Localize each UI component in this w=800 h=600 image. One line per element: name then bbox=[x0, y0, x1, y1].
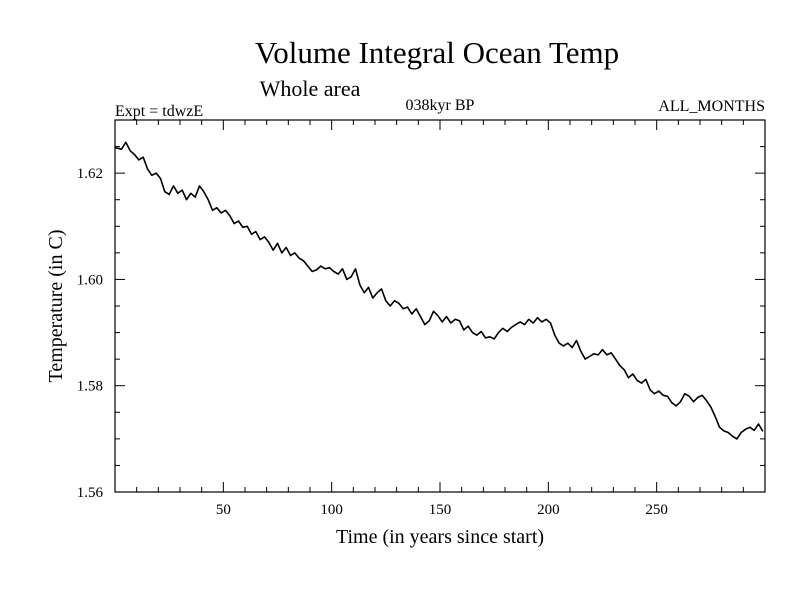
axis-ticks bbox=[115, 119, 765, 493]
months-label: ALL_MONTHS bbox=[658, 98, 765, 115]
x-tick-label: 250 bbox=[645, 502, 668, 518]
x-tick-label: 200 bbox=[537, 502, 560, 518]
period-label: 038kyr BP bbox=[406, 97, 475, 114]
x-tick-label: 50 bbox=[216, 502, 231, 518]
chart-title: Volume Integral Ocean Temp bbox=[255, 35, 619, 70]
y-tick-label: 1.56 bbox=[77, 485, 104, 501]
y-tick-label: 1.58 bbox=[77, 379, 103, 395]
x-tick-label: 150 bbox=[429, 502, 452, 518]
y-tick-label: 1.62 bbox=[77, 166, 103, 182]
x-tick-labels: 50 100 150 200 250 bbox=[216, 502, 668, 518]
temperature-series-line bbox=[114, 141, 764, 440]
y-tick-label: 1.60 bbox=[77, 272, 103, 288]
x-axis-label: Time (in years since start) bbox=[336, 526, 544, 548]
chart-subtitle: Whole area bbox=[260, 76, 361, 101]
y-tick-labels: 1.56 1.58 1.60 1.62 bbox=[77, 166, 104, 501]
experiment-label: Expt = tdwzE bbox=[115, 103, 203, 120]
plot-frame bbox=[114, 119, 766, 493]
x-tick-label: 100 bbox=[320, 502, 343, 518]
y-axis-label: Temperature (in C) bbox=[45, 230, 67, 383]
